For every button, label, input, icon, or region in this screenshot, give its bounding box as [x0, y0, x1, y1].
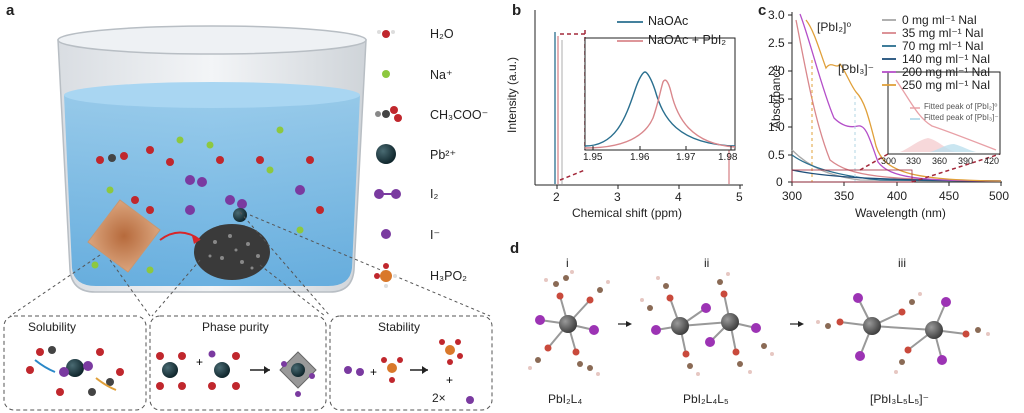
panel-d-structures: [528, 270, 990, 376]
b-xtick-label-4: 4: [675, 190, 682, 204]
legend-h2o: H₂O: [430, 27, 454, 41]
c-ytick-0: 0: [776, 175, 783, 189]
c-legend-140: 140 mg ml⁻¹ NaI: [902, 52, 991, 66]
panel-a-label: a: [6, 2, 15, 19]
iodide-icon: [381, 229, 391, 239]
legend-na: Na⁺: [430, 68, 453, 82]
box-phase-purity-title: Phase purity: [202, 320, 269, 334]
structure-iii-icon: [816, 292, 990, 374]
c-xtick-450: 450: [939, 189, 960, 203]
c-curve-70: [791, 154, 1002, 182]
h3po2-icon: [374, 263, 397, 288]
perovskite-crystal-icon: [87, 199, 161, 273]
c-legend-0: 0 mg ml⁻¹ NaI: [902, 13, 978, 27]
panel-a-legend-icons: [374, 30, 402, 288]
b-legend-naoac: NaOAc: [648, 14, 689, 28]
d-roman-ii: ii: [704, 256, 710, 270]
c-xtick-350: 350: [834, 189, 855, 203]
legend-iodide: I⁻: [430, 228, 441, 242]
structure-i-icon: [528, 270, 610, 376]
absorbance-chart: [788, 12, 1002, 186]
c-inset-xtick-360: 360: [932, 156, 948, 166]
legend-h3po2: H₃PO₂: [430, 269, 468, 283]
svg-text:+: +: [196, 355, 203, 369]
c-ytick-10: 1.0: [768, 120, 785, 134]
b-inset-xtick-4: 1.98: [718, 152, 738, 163]
b-xtick-label-3: 3: [614, 190, 621, 204]
box-solubility-title: Solubility: [28, 320, 77, 334]
c-curve-0: [791, 149, 1002, 182]
c-curve-200: [799, 13, 1002, 182]
c-legend-35: 35 mg ml⁻¹ NaI: [902, 26, 984, 40]
inset-curve-naoac: [584, 71, 736, 147]
c-inset-xtick-390: 390: [958, 156, 974, 166]
c-inset-xtick-300: 300: [881, 156, 897, 166]
panel-c-label: c: [758, 2, 767, 19]
d-roman-i: i: [566, 256, 569, 270]
h2o-icon: [377, 30, 395, 38]
c-legend-250: 250 mg ml⁻¹ NaI: [902, 78, 991, 92]
c-inset-xtick-420: 420: [984, 156, 1000, 166]
c-ytick-20: 2.0: [768, 64, 785, 78]
c-curve-250: [805, 19, 1002, 182]
pb-icon: [376, 144, 396, 164]
svg-text:+: +: [446, 373, 453, 387]
c-inset-xtick-330: 330: [906, 156, 922, 166]
c-inset: [887, 71, 1001, 155]
c-legend-200: 200 mg ml⁻¹ NaI: [902, 65, 991, 79]
c-annot-pbi3: [PbI₃]⁻: [838, 62, 874, 76]
d-name-iii: [PbI₃L₅L₅]⁻: [870, 392, 929, 406]
c-xlabel: Wavelength (nm): [855, 206, 946, 220]
inset-curve-pbi2: [584, 79, 736, 149]
svg-text:+: +: [370, 365, 377, 379]
stability-coefficient: 2×: [432, 391, 446, 405]
beaker-molecules: [91, 126, 324, 274]
c-ytick-05: 0.5: [768, 148, 785, 162]
c-xtick-400: 400: [887, 189, 908, 203]
b-inset-xtick-1: 1.95: [583, 152, 603, 163]
c-xtick-300: 300: [782, 189, 803, 203]
panel-a-figure: + + +: [3, 25, 493, 411]
b-inset-xtick-2: 1.96: [630, 152, 650, 163]
b-inset-xtick-3: 1.97: [676, 152, 696, 163]
panel-d-label: d: [510, 240, 520, 257]
d-name-i: PbI₂L₄: [548, 392, 583, 406]
nmr-chart: [534, 10, 743, 189]
d-name-ii: PbI₂L₄L₅: [683, 392, 729, 406]
b-xlabel: Chemical shift (ppm): [572, 206, 683, 220]
c-legend-70: 70 mg ml⁻¹ NaI: [902, 39, 984, 53]
phase-purity-diagram: +: [156, 350, 317, 397]
c-inset-legend-pbi2: Fitted peak of [PbI₂]⁰: [924, 102, 998, 111]
d-roman-iii: iii: [898, 256, 906, 270]
b-xtick-label-5: 5: [736, 190, 743, 204]
c-ytick-15: 1.5: [768, 92, 785, 106]
c-inset-legend-pbi3: Fitted peak of [PbI₃]⁻: [924, 113, 999, 122]
black-deposit-icon: [194, 224, 270, 280]
solubility-diagram: [26, 346, 124, 396]
acetate-icon: [375, 106, 402, 122]
b-xtick-label-2: 2: [553, 190, 560, 204]
box-stability-title: Stability: [378, 320, 421, 334]
i2-icon: [374, 189, 401, 199]
b-ylabel: Intensity (a.u.): [505, 56, 519, 134]
b-legend-pbi2: NaOAc + PbI₂: [648, 33, 727, 47]
stability-diagram: + +: [344, 339, 474, 404]
legend-i2: I₂: [430, 187, 439, 201]
structure-ii-icon: [640, 272, 774, 376]
c-inset-curve: [895, 79, 997, 151]
c-annot-pbi2: [PbI₂]⁰: [817, 20, 852, 34]
panel-b-label: b: [512, 2, 522, 19]
c-ytick-25: 2.5: [768, 36, 785, 50]
legend-pb: Pb²⁺: [430, 148, 457, 162]
c-xtick-500: 500: [989, 189, 1010, 203]
c-curve-35: [795, 19, 1002, 182]
na-icon: [382, 70, 390, 78]
c-ytick-30: 3.0: [768, 8, 785, 22]
legend-acetate: CH₃COO⁻: [430, 108, 489, 122]
